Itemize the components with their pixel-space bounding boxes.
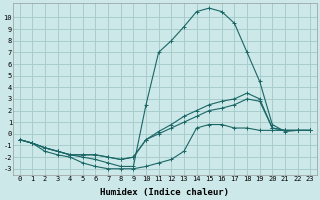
X-axis label: Humidex (Indice chaleur): Humidex (Indice chaleur) <box>100 188 229 197</box>
